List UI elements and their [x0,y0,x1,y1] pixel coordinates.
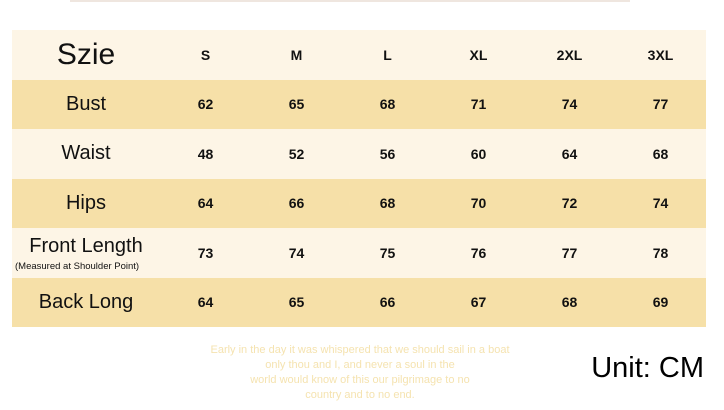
watermark-text: Early in the day it was whispered that w… [180,343,540,403]
cell: 64 [561,145,578,162]
table-row: Bust 62 65 68 71 74 77 [12,79,706,129]
size-header: S [200,46,211,63]
table-row: Hips 64 66 68 70 72 74 [12,178,706,228]
top-divider [70,0,630,2]
cell: 75 [379,244,396,261]
row-label: Front Length [29,235,143,258]
cell: 77 [561,244,578,261]
row-label: Bust [65,92,107,115]
row-label: Hips [65,191,106,214]
cell: 64 [197,195,214,212]
cell: 68 [652,145,669,162]
size-header: XL [469,46,488,63]
size-header: 3XL [647,46,674,63]
table-row: Back Long 64 65 66 67 68 69 [12,277,706,327]
cell: 68 [379,96,396,113]
row-label-cell: Front Length (Measured at Shoulder Point… [12,228,160,278]
cell: 65 [288,294,305,311]
size-header: 2XL [556,46,583,63]
cell: 68 [561,294,578,311]
watermark-line: country and to no end. [305,389,415,401]
header-label: Szie [56,37,116,71]
cell: 52 [288,145,305,162]
row-note: (Measured at Shoulder Point) [15,260,140,272]
watermark-line: world would know of this our pilgrimage … [250,374,470,386]
header-row: Szie S M L XL 2XL 3XL [12,30,706,80]
cell: 64 [197,294,214,311]
table-row: Waist 48 52 56 60 64 68 [12,129,706,179]
cell: 65 [288,96,305,113]
size-header: M [290,46,303,63]
cell: 71 [470,96,487,113]
cell: 74 [561,96,578,113]
cell: 74 [288,244,305,261]
cell: 74 [652,195,669,212]
size-header: L [383,46,392,63]
cell: 69 [652,294,669,311]
table-row: Front Length (Measured at Shoulder Point… [12,228,706,278]
cell: 67 [470,294,487,311]
cell: 72 [561,195,578,212]
size-chart-table: Szie S M L XL 2XL 3XL Bust 62 65 68 71 7… [12,30,706,327]
cell: 77 [652,96,669,113]
cell: 66 [379,294,396,311]
cell: 68 [379,195,396,212]
cell: 56 [379,145,396,162]
cell: 66 [288,195,305,212]
cell: 70 [470,195,487,212]
watermark-line: only thou and I, and never a soul in the [265,359,455,371]
cell: 76 [470,244,487,261]
row-label: Back Long [38,290,134,313]
cell: 48 [197,145,214,162]
unit-label: Unit: CM [591,352,704,384]
cell: 78 [652,244,669,261]
cell: 62 [197,96,214,113]
cell: 60 [470,145,487,162]
row-label: Waist [61,142,111,165]
watermark-line: Early in the day it was whispered that w… [210,344,510,356]
cell: 73 [197,244,214,261]
